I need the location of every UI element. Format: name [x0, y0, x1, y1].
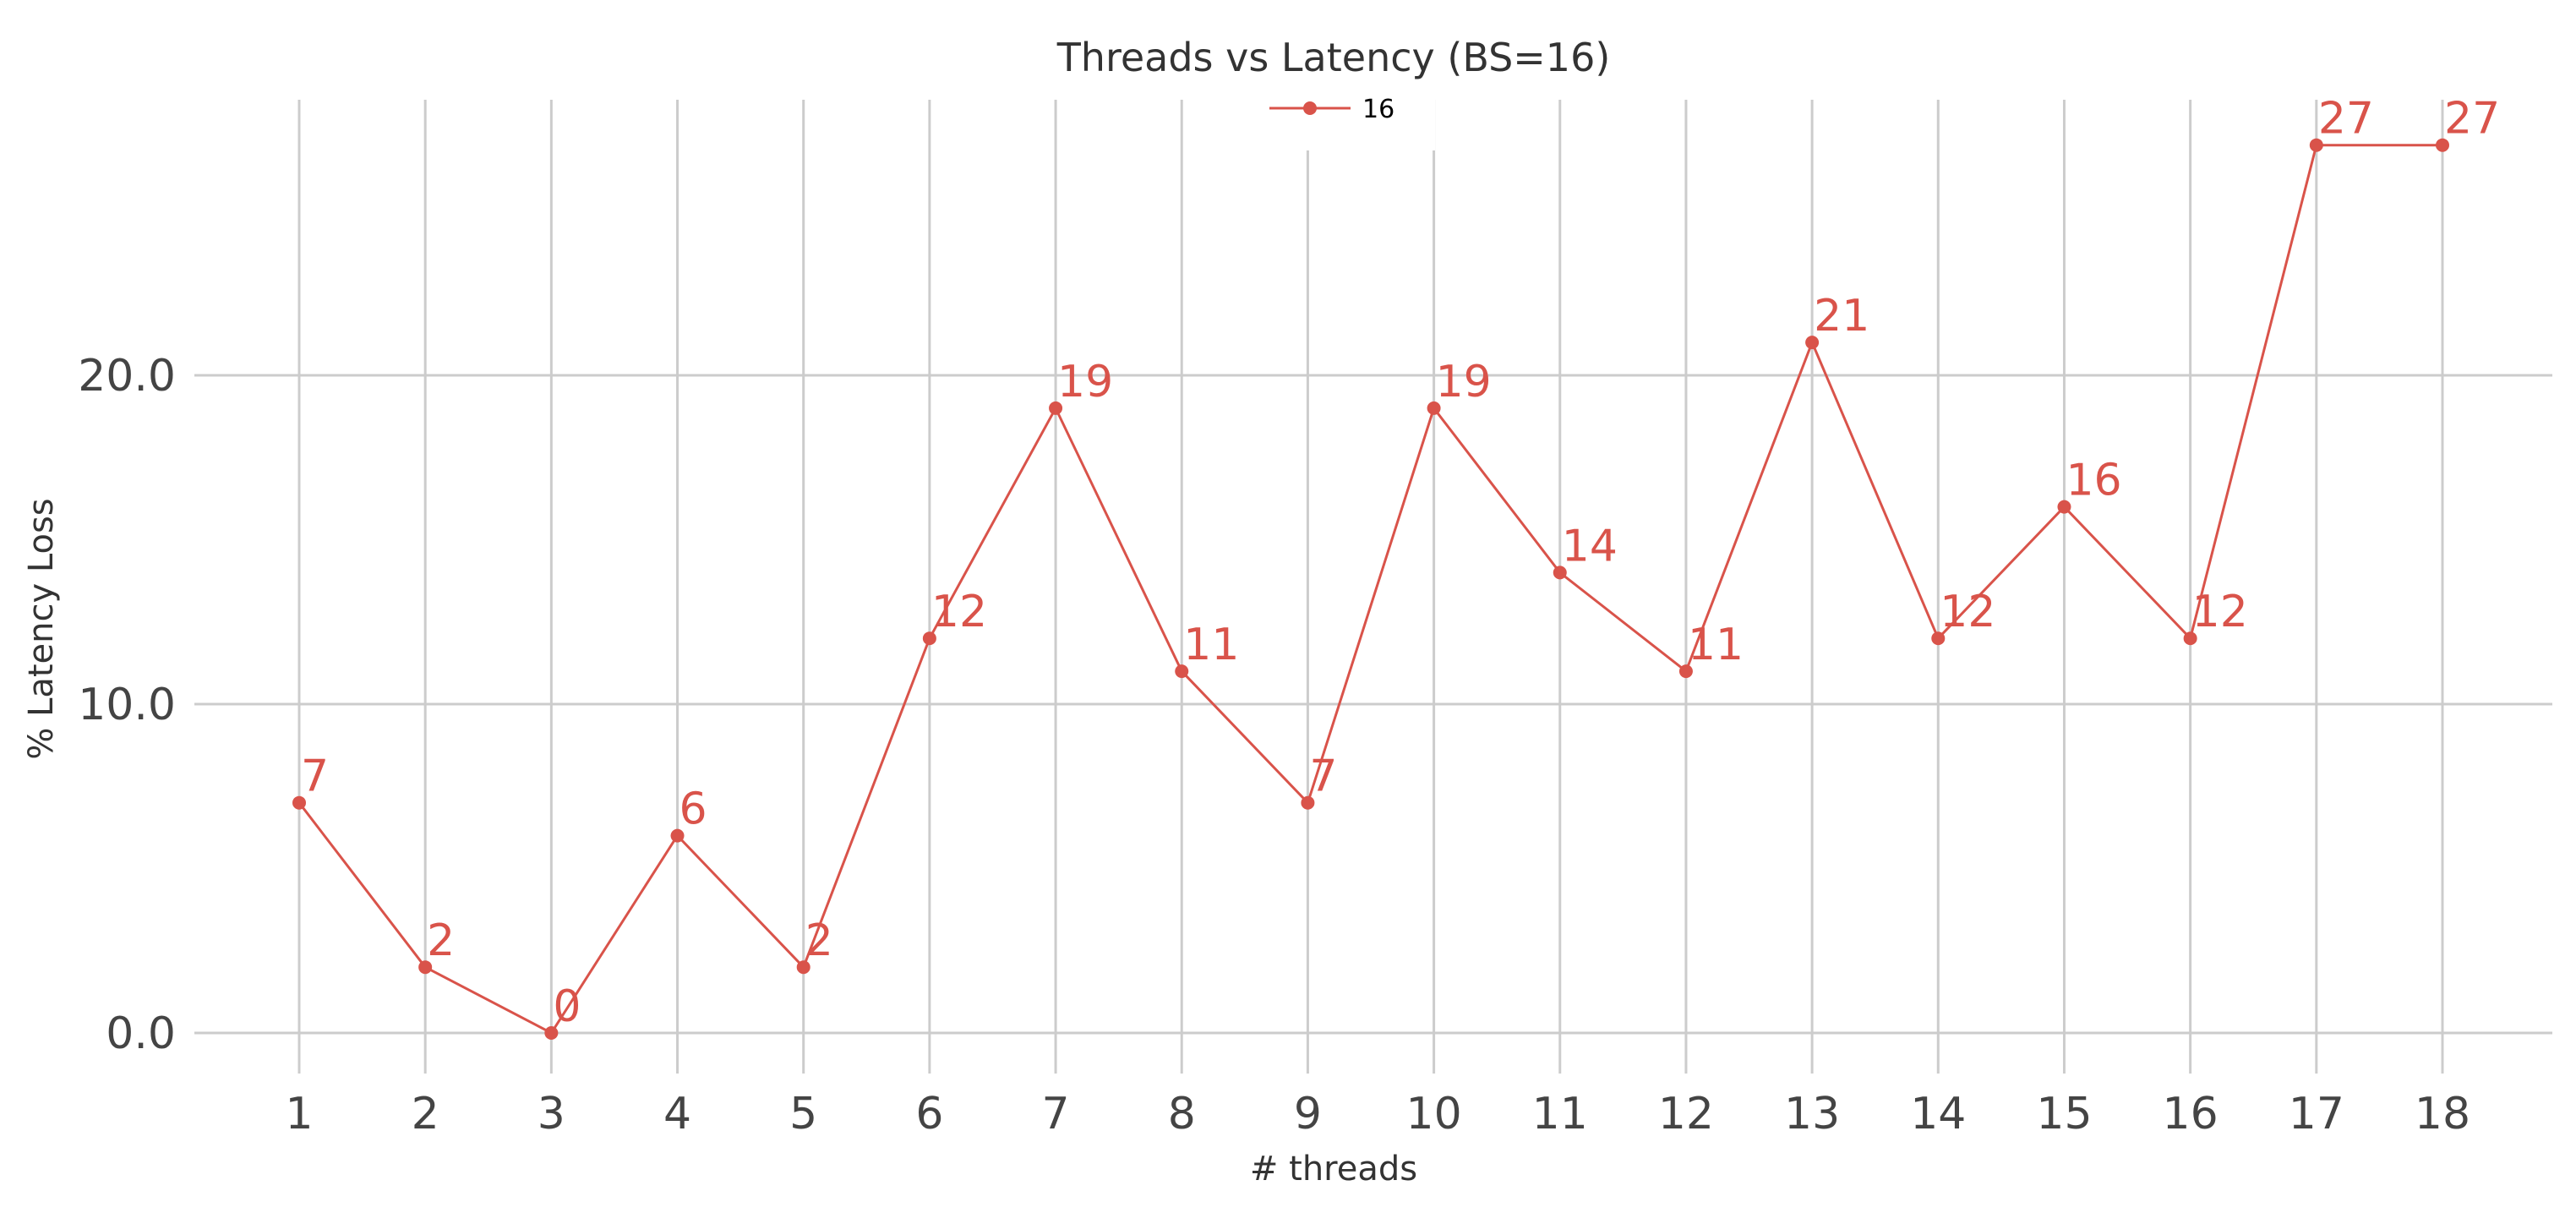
tick-layer: 1 2 3 4 5 6 7 8 9 10 11 12 13 14 15 16 17 180.010.020.0	[78, 351, 2470, 1139]
data-point	[1175, 664, 1189, 679]
y-tick-label: 10.0	[78, 680, 176, 730]
data-label: 2	[805, 915, 833, 966]
x-axis-label: # threads	[1250, 1150, 1417, 1188]
x-tick-label: 10	[1406, 1089, 1462, 1139]
x-tick-label: 11	[1532, 1089, 1588, 1139]
y-tick-label: 0.0	[106, 1008, 176, 1059]
data-point	[2183, 631, 2197, 646]
data-label: 27	[2318, 94, 2374, 145]
x-tick-label: 16	[2163, 1089, 2219, 1139]
x-tick-label: 13	[1784, 1089, 1840, 1139]
data-label: 21	[1814, 291, 1869, 341]
x-tick-label: 6	[915, 1089, 943, 1139]
data-point	[1427, 401, 1441, 415]
x-tick-label: 5	[789, 1089, 817, 1139]
x-tick-label: 3	[538, 1089, 565, 1139]
x-tick-label: 4	[663, 1089, 691, 1139]
data-point	[1931, 631, 1946, 646]
y-tick-label: 20.0	[78, 351, 176, 402]
data-point	[418, 960, 433, 975]
data-point	[1301, 795, 1315, 810]
data-point	[1049, 401, 1063, 415]
data-point	[1805, 336, 1820, 350]
data-label-layer: 7 2 0 6 2 12 19 11 7 19 14 11 21 12 16 12 27 27	[301, 94, 2500, 1032]
data-label: 11	[1183, 620, 1239, 670]
data-point	[922, 631, 936, 646]
data-point	[544, 1026, 559, 1040]
data-point	[796, 960, 810, 975]
data-label: 14	[1562, 521, 1618, 571]
data-label: 12	[1940, 587, 1995, 637]
x-tick-label: 14	[1910, 1089, 1966, 1139]
data-point	[292, 795, 306, 810]
chart-title: Threads vs Latency (BS=16)	[1056, 35, 1611, 80]
data-label: 12	[2192, 587, 2248, 637]
data-label: 11	[1688, 620, 1744, 670]
data-label: 16	[2066, 456, 2121, 506]
data-point	[670, 828, 685, 843]
legend: 16	[1266, 91, 1435, 150]
series-line-layer	[297, 144, 2442, 1035]
data-label: 12	[931, 587, 987, 637]
data-label: 7	[1309, 751, 1337, 802]
data-label: 6	[679, 784, 707, 835]
data-point	[2436, 138, 2449, 152]
x-tick-label: 7	[1042, 1089, 1070, 1139]
x-tick-label: 18	[2415, 1089, 2470, 1139]
x-tick-label: 1	[285, 1089, 313, 1139]
x-tick-label: 15	[2036, 1089, 2092, 1139]
legend-series-name: 16	[1362, 95, 1394, 124]
data-label: 19	[1057, 357, 1113, 407]
grid-layer	[194, 100, 2552, 1074]
data-label: 7	[301, 751, 329, 802]
x-tick-label: 8	[1168, 1089, 1196, 1139]
data-point	[1553, 566, 1567, 580]
data-point-layer	[292, 138, 2449, 1040]
x-tick-label: 9	[1294, 1089, 1322, 1139]
series-line	[297, 144, 2442, 1035]
x-tick-label: 12	[1658, 1089, 1714, 1139]
y-axis-label: % Latency Loss	[22, 498, 61, 759]
data-label: 2	[427, 915, 455, 966]
data-label: 27	[2444, 94, 2500, 145]
x-tick-label: 17	[2289, 1089, 2344, 1139]
x-tick-label: 2	[412, 1089, 439, 1139]
data-point	[2057, 500, 2071, 514]
data-point	[2309, 138, 2323, 152]
data-label: 0	[553, 981, 581, 1032]
legend-point-marker	[1303, 101, 1317, 115]
legend-background	[1266, 91, 1435, 150]
data-label: 19	[1436, 357, 1492, 407]
data-point	[1678, 664, 1693, 679]
